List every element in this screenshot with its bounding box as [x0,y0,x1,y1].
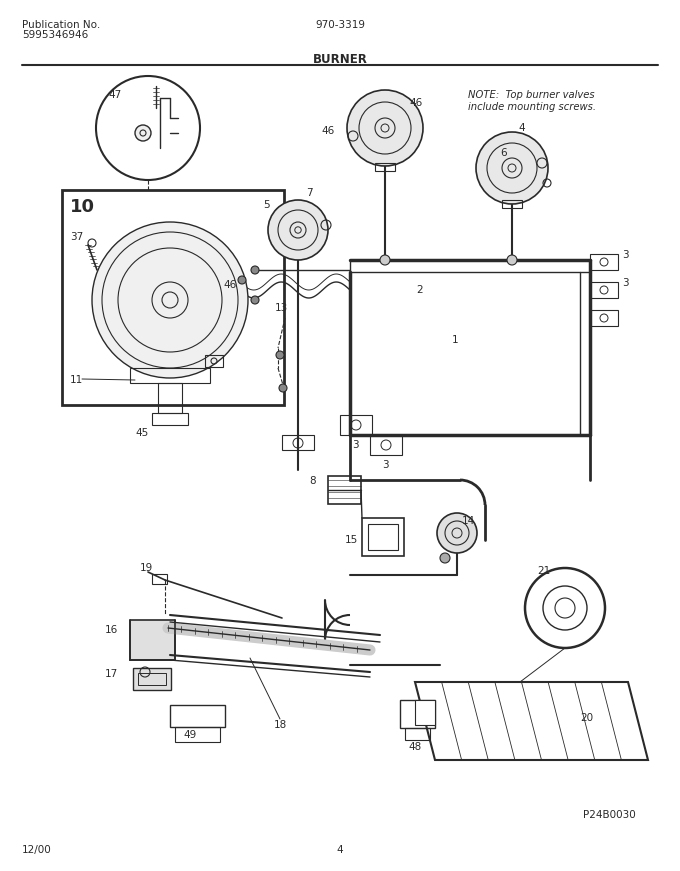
Bar [405,728,430,740]
Bar [170,705,225,727]
Circle shape [92,222,248,378]
Bar [175,727,220,742]
Bar [138,673,166,685]
Text: 37: 37 [70,232,83,242]
Bar [502,200,522,208]
Bar [415,700,435,725]
Text: 49: 49 [184,730,197,740]
Circle shape [525,568,605,648]
Text: 6: 6 [500,148,507,158]
Text: 970-3319: 970-3319 [315,20,365,30]
Bar [368,524,398,550]
Bar [62,190,284,405]
Text: 3: 3 [622,250,628,260]
Text: 3: 3 [381,460,388,470]
Text: 20: 20 [580,713,593,723]
Text: 19: 19 [140,563,153,573]
Text: 46: 46 [223,280,236,290]
Text: 4: 4 [519,123,526,133]
Text: 2: 2 [417,285,424,295]
Circle shape [440,553,450,563]
Text: 46: 46 [322,126,335,136]
Polygon shape [130,620,175,660]
Text: 3: 3 [622,278,628,288]
Bar [375,163,395,171]
Text: 14: 14 [462,516,475,526]
Text: 17: 17 [105,669,118,679]
Circle shape [507,255,517,265]
Text: 5995346946: 5995346946 [22,30,88,40]
Circle shape [238,276,246,284]
Circle shape [347,90,423,166]
Text: 16: 16 [105,625,118,635]
Bar [205,355,223,367]
Circle shape [268,200,328,260]
Circle shape [380,255,390,265]
Text: 47: 47 [108,90,121,100]
Text: 45: 45 [135,428,148,438]
Text: 7: 7 [306,188,313,198]
Circle shape [276,351,284,359]
Text: NOTE:  Top burner valves
include mounting screws.: NOTE: Top burner valves include mounting… [468,90,596,111]
Bar [370,435,402,455]
Text: 4: 4 [337,845,343,855]
Text: 21: 21 [537,566,550,576]
Text: 5: 5 [263,200,270,210]
Bar [400,700,435,728]
Text: P24B0030: P24B0030 [583,810,636,820]
Text: 8: 8 [309,476,316,486]
Circle shape [251,266,259,274]
Bar [133,668,171,690]
Bar [158,383,182,413]
Text: 18: 18 [273,720,287,730]
Bar [590,310,618,326]
Bar [130,368,210,383]
Bar [328,476,361,504]
Circle shape [135,125,151,141]
Bar [340,415,372,435]
Circle shape [476,132,548,204]
Text: Publication No.: Publication No. [22,20,100,30]
Text: 12/00: 12/00 [22,845,52,855]
Text: 1: 1 [452,335,458,345]
Bar [590,254,618,270]
Bar [152,574,167,584]
Circle shape [279,384,287,392]
Bar [282,435,314,450]
Circle shape [437,513,477,553]
Bar [362,518,404,556]
Text: 15: 15 [345,535,358,545]
Text: 48: 48 [409,742,422,752]
Text: 46: 46 [409,98,422,108]
Bar [152,413,188,425]
Bar [590,282,618,298]
Text: 11: 11 [70,375,83,385]
Text: 3: 3 [352,440,358,450]
Circle shape [251,296,259,304]
Text: 13: 13 [275,303,288,313]
Text: BURNER: BURNER [313,53,367,66]
Text: 10: 10 [70,198,95,216]
